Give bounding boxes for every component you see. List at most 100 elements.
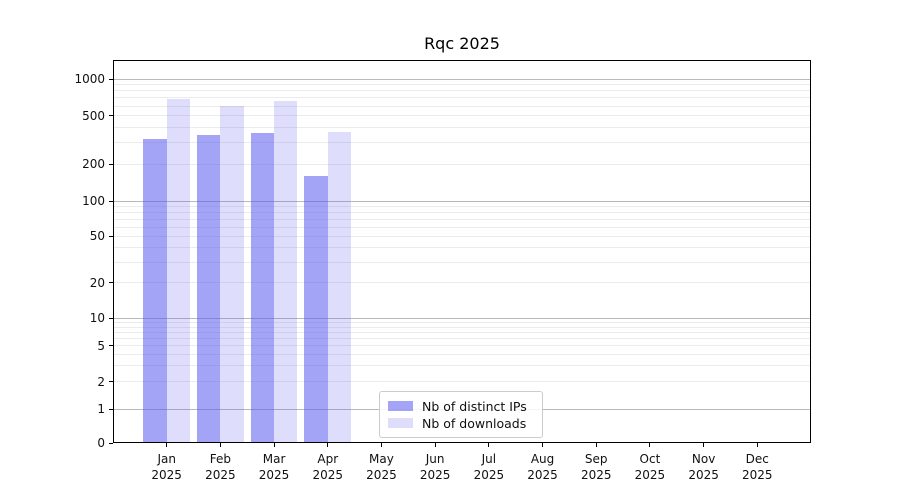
x-tick-label: Aug 2025 [512, 451, 574, 483]
x-tick-label: May 2025 [350, 451, 412, 483]
gridline-minor [114, 105, 810, 107]
gridline-major [114, 317, 810, 319]
y-tick-label: 100 [82, 194, 105, 208]
x-tick-year: 2025 [312, 468, 344, 482]
x-tick-month: Dec [745, 452, 769, 466]
x-tick-mark [219, 443, 221, 447]
bar-downloads-feb [220, 105, 244, 442]
x-tick-year: 2025 [688, 468, 719, 482]
x-tick-year: 2025 [366, 468, 397, 482]
x-tick-mark [434, 443, 436, 447]
x-tick-label: Apr 2025 [297, 451, 359, 483]
y-tick-mark [109, 115, 113, 117]
y-tick-label: 10 [89, 311, 105, 326]
x-tick-year: 2025 [527, 468, 558, 482]
bar-distinct-ips-apr [304, 176, 328, 442]
y-tick-mark [109, 442, 113, 444]
x-tick-month: Jan [157, 452, 176, 466]
gridline-minor [114, 84, 810, 86]
y-tick-mark [109, 78, 113, 80]
legend-label: Nb of downloads [422, 415, 527, 431]
x-tick-month: Apr [317, 452, 339, 466]
chart-title: Rqc 2025 [424, 34, 500, 53]
x-tick-mark [327, 443, 329, 447]
y-tick-label: 50 [89, 229, 105, 244]
x-tick-label: Dec 2025 [726, 451, 788, 483]
legend-item-distinct-ips: Nb of distinct IPs [388, 398, 532, 414]
gridline-major [114, 200, 810, 202]
x-tick-label: Mar 2025 [243, 451, 305, 483]
gridline-minor [114, 247, 810, 249]
gridline-minor [114, 115, 810, 117]
x-tick-mark [703, 443, 705, 447]
y-tick-label: 20 [89, 275, 105, 290]
x-tick-mark [488, 443, 490, 447]
y-tick-mark [109, 317, 113, 319]
x-tick-year: 2025 [634, 468, 666, 482]
legend-item-downloads: Nb of downloads [388, 415, 532, 431]
x-tick-month: Mar [262, 452, 286, 466]
bar-downloads-jan [166, 99, 190, 442]
x-tick-month: Jul [481, 452, 497, 466]
x-tick-mark [542, 443, 544, 447]
x-tick-label: Sep 2025 [565, 451, 627, 483]
y-tick-label: 5 [97, 338, 105, 353]
plot-area [113, 60, 811, 443]
gridline-minor [114, 127, 810, 129]
bar-downloads-mar [274, 100, 298, 442]
bar-distinct-ips-mar [250, 132, 275, 442]
gridline-minor [114, 205, 810, 207]
x-tick-label: Feb 2025 [189, 451, 251, 483]
legend: Nb of distinct IPs Nb of downloads [379, 391, 543, 438]
x-tick-month: Aug [530, 452, 555, 466]
x-tick-year: 2025 [419, 468, 451, 482]
x-tick-label: Jul 2025 [458, 451, 520, 483]
y-tick-mark [109, 408, 113, 410]
gridline-minor [114, 142, 810, 144]
x-tick-mark [166, 443, 168, 447]
bar-downloads-apr [327, 131, 352, 442]
y-tick-label: 500 [82, 108, 105, 123]
y-tick-label: 0 [97, 436, 105, 450]
x-tick-year: 2025 [742, 468, 773, 482]
x-tick-month: Jun [425, 452, 445, 466]
x-tick-month: Feb [209, 452, 231, 466]
gridline-major [114, 78, 810, 80]
x-tick-month: Nov [691, 452, 716, 466]
x-tick-mark [380, 443, 382, 447]
x-tick-month: May [369, 452, 394, 466]
x-tick-month: Sep [584, 452, 608, 466]
bar-distinct-ips-jan [143, 139, 167, 442]
y-tick-label: 2 [97, 374, 105, 389]
gridline-minor [114, 97, 810, 99]
y-tick-mark [109, 235, 113, 237]
gridline-minor [114, 163, 810, 165]
y-tick-mark [109, 381, 113, 383]
x-tick-year: 2025 [473, 468, 505, 482]
x-tick-mark [756, 443, 758, 447]
y-tick-mark [109, 282, 113, 284]
gridline-minor [114, 381, 810, 383]
y-tick-label: 200 [82, 157, 105, 172]
gridline-minor [114, 282, 810, 284]
x-tick-year: 2025 [151, 468, 182, 482]
gridline-minor [114, 326, 810, 328]
gridline-minor [114, 235, 810, 237]
x-tick-mark [649, 443, 651, 447]
x-tick-year: 2025 [205, 468, 236, 482]
gridline-minor [114, 354, 810, 355]
x-tick-label: Jun 2025 [404, 451, 466, 483]
gridline-minor [114, 90, 810, 92]
x-tick-label: Jan 2025 [136, 451, 198, 483]
gridline-minor [114, 218, 810, 220]
gridline-minor [114, 345, 810, 347]
x-tick-label: Oct 2025 [619, 451, 681, 483]
x-tick-mark [273, 443, 275, 447]
x-tick-year: 2025 [580, 468, 612, 482]
gridline-minor [114, 321, 810, 323]
x-tick-label: Nov 2025 [673, 451, 735, 483]
gridline-minor [114, 337, 810, 339]
y-tick-label: 1000 [74, 72, 105, 86]
legend-label: Nb of distinct IPs [422, 398, 527, 414]
